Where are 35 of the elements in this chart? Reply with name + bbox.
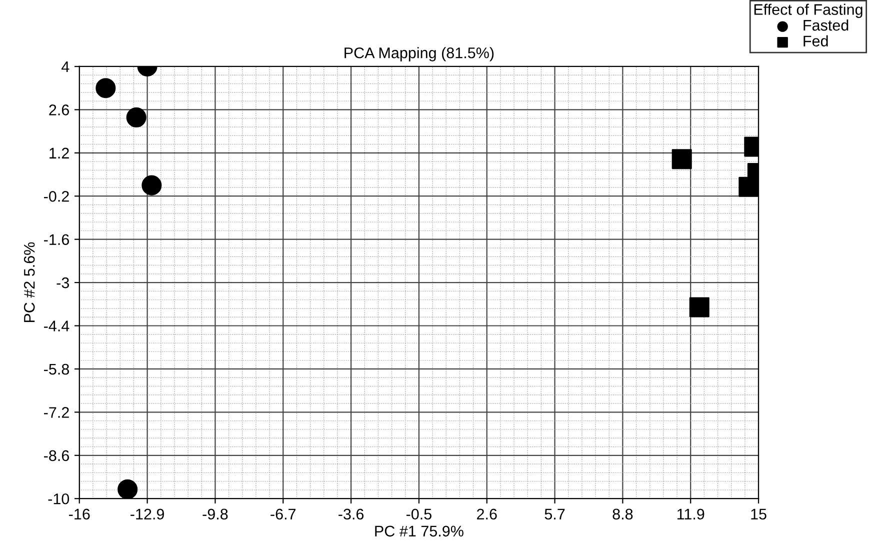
x-tick-label: 15 (751, 508, 766, 520)
x-tick-label: -12.9 (130, 508, 164, 520)
point (118, 479, 138, 499)
x-axis-title: PC #1 75.9% (375, 526, 464, 537)
point (96, 78, 116, 98)
legend-title: Effect of Fasting (754, 4, 862, 18)
x-tick-label: 2.6 (477, 508, 497, 520)
y-tick-label: 1.2 (50, 148, 69, 158)
y-tick-label: -4.4 (44, 320, 70, 332)
chart-title: PCA Mapping (81.5%) (344, 47, 494, 62)
x-tick-label: -16 (69, 508, 90, 520)
y-tick-label: 4 (62, 62, 70, 72)
point (126, 107, 146, 128)
y-tick-label: -3 (56, 277, 69, 288)
point (142, 175, 162, 196)
y-tick-label: -8.6 (44, 450, 69, 462)
y-tick-label: -0.2 (44, 190, 69, 202)
point (672, 149, 692, 170)
x-tick-label: -9.8 (202, 508, 228, 520)
y-tick-label: 2.6 (49, 104, 69, 116)
x-tick-label: -6.7 (270, 508, 296, 520)
x-tick-label: 8.8 (612, 508, 633, 520)
y-tick-label: -1.6 (44, 234, 69, 246)
point (689, 297, 710, 318)
legend-label: Fasted (804, 19, 848, 31)
x-tick-label: -3.6 (338, 508, 364, 520)
x-tick-label: 5.7 (544, 508, 565, 520)
x-tick-label: -0.5 (406, 508, 432, 520)
y-tick-label: -10 (48, 493, 70, 504)
legend-label: Fed (804, 35, 828, 46)
x-tick-label: 11.9 (677, 508, 704, 520)
point (738, 176, 759, 197)
y-tick-label: -5.8 (44, 364, 69, 375)
y-tick-label: -7.2 (44, 407, 69, 418)
y-axis-title: PC #2 5.6% (24, 242, 35, 322)
